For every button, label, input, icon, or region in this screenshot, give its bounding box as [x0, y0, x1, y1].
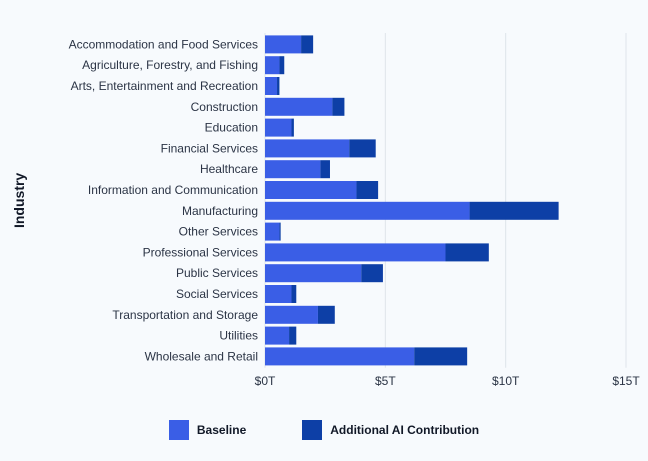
y-tick-label: Wholesale and Retail: [145, 349, 258, 363]
bar-baseline: [265, 181, 357, 199]
x-tick-label: $15T: [612, 374, 640, 388]
bar-baseline: [265, 35, 302, 54]
bar-additional: [291, 285, 297, 303]
bar-additional: [445, 243, 489, 262]
bar-baseline: [265, 201, 470, 220]
legend-label-baseline: Baseline: [196, 423, 247, 437]
bar-additional: [356, 181, 379, 199]
bar-additional: [289, 326, 297, 345]
y-tick-label: Manufacturing: [182, 204, 258, 218]
legend-swatch-additional: [302, 420, 323, 440]
bar-baseline: [265, 243, 446, 262]
legend: Baseline Additional AI Contribution: [0, 420, 648, 440]
bar-additional: [291, 118, 294, 137]
y-tick-label: Information and Communication: [88, 183, 258, 197]
y-tick-label: Arts, Entertainment and Recreation: [71, 79, 258, 93]
bar-additional: [361, 264, 383, 283]
y-tick-label: Social Services: [176, 287, 258, 301]
legend-item-additional: Additional AI Contribution: [302, 420, 479, 440]
y-tick-label: Public Services: [176, 266, 258, 280]
bar-additional: [277, 77, 280, 95]
bar-baseline: [265, 97, 333, 116]
y-tick-label: Education: [205, 121, 258, 135]
legend-item-baseline: Baseline: [168, 420, 247, 440]
bar-additional: [317, 305, 335, 324]
bar-baseline: [265, 160, 321, 179]
y-tick-label: Agriculture, Forestry, and Fishing: [82, 58, 258, 72]
bar-additional: [279, 222, 281, 241]
legend-label-additional: Additional AI Contribution: [330, 423, 480, 437]
y-tick-label: Other Services: [179, 225, 258, 239]
bar-baseline: [265, 118, 292, 137]
bar-baseline: [265, 264, 362, 283]
bar-baseline: [265, 285, 292, 303]
y-tick-label: Healthcare: [200, 162, 258, 176]
y-tick-label: Financial Services: [161, 141, 258, 155]
y-tick-label: Transportation and Storage: [112, 308, 258, 322]
y-tick-label: Construction: [191, 100, 258, 114]
bar-baseline: [265, 222, 280, 241]
bar-additional: [414, 347, 468, 366]
bar-additional: [469, 201, 559, 220]
bar-baseline: [265, 347, 415, 366]
bar-baseline: [265, 305, 318, 324]
y-tick-label: Utilities: [219, 329, 258, 343]
bar-baseline: [265, 139, 350, 158]
y-tick-label: Professional Services: [143, 245, 258, 259]
bar-additional: [301, 35, 314, 54]
x-tick-label: $5T: [375, 374, 396, 388]
y-axis-title: Industry: [11, 173, 27, 228]
bar-baseline: [265, 326, 290, 345]
bar-additional: [332, 97, 345, 116]
bar-baseline: [265, 56, 280, 75]
bar-additional: [349, 139, 376, 158]
x-tick-label: $0T: [255, 374, 276, 388]
bar-additional: [279, 56, 285, 75]
legend-swatch-baseline: [168, 420, 189, 440]
bar-baseline: [265, 77, 278, 95]
y-tick-label: Accommodation and Food Services: [69, 37, 258, 51]
x-tick-label: $10T: [492, 374, 520, 388]
bar-additional: [320, 160, 330, 179]
